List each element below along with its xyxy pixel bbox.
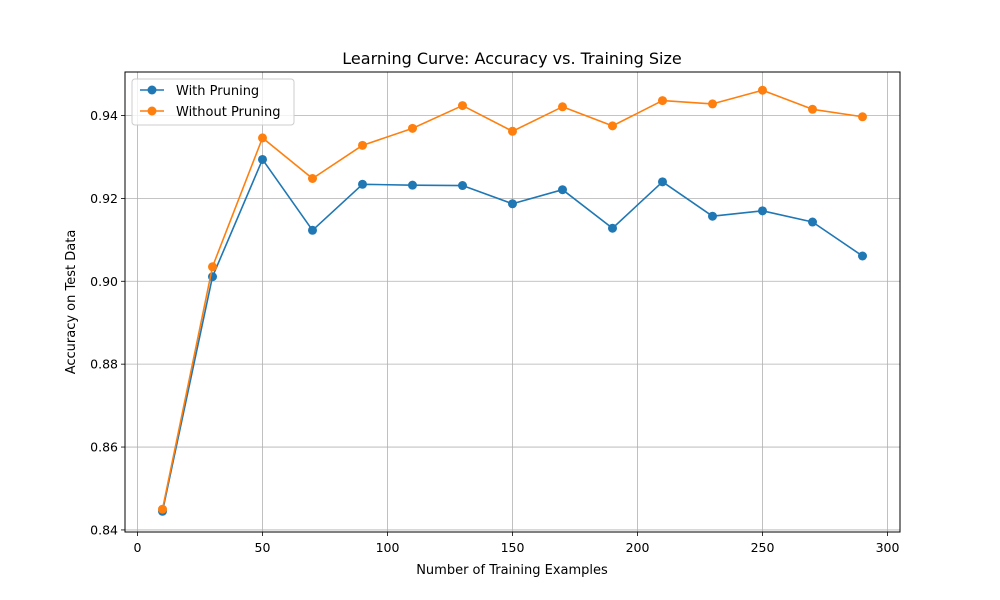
x-axis-label: Number of Training Examples — [416, 563, 608, 578]
data-point-with-pruning — [458, 181, 467, 191]
data-point-with-pruning — [858, 251, 867, 261]
y-axis-label: Accuracy on Test Data — [64, 230, 79, 375]
data-point-without-pruning — [458, 101, 467, 111]
data-point-without-pruning — [758, 85, 767, 95]
legend-label-with-pruning: With Pruning — [176, 84, 259, 99]
data-point-without-pruning — [708, 99, 717, 109]
data-point-without-pruning — [158, 504, 167, 514]
series-layer — [158, 85, 867, 516]
data-point-with-pruning — [408, 180, 417, 190]
legend: With Pruning Without Pruning — [131, 78, 295, 126]
x-tick-label: 300 — [876, 540, 900, 555]
data-point-with-pruning — [308, 225, 317, 235]
legend-box — [131, 78, 295, 126]
tick-layer: 0 50 100 150 200 250 300 0.84 0.86 0.88 0.90 0.92 0.… — [90, 108, 899, 555]
x-tick-label: 150 — [501, 540, 525, 555]
data-point-without-pruning — [808, 104, 817, 114]
data-point-without-pruning — [608, 121, 617, 131]
data-point-without-pruning — [308, 174, 317, 184]
data-point-without-pruning — [408, 123, 417, 133]
data-point-without-pruning — [558, 102, 567, 112]
data-point-without-pruning — [258, 133, 267, 143]
data-point-with-pruning — [558, 185, 567, 195]
data-point-with-pruning — [808, 217, 817, 227]
data-point-without-pruning — [858, 112, 867, 122]
data-point-without-pruning — [208, 262, 217, 272]
y-tick-label: 0.92 — [90, 191, 118, 206]
chart-title: Learning Curve: Accuracy vs. Training Si… — [342, 49, 681, 68]
data-point-with-pruning — [708, 211, 717, 221]
legend-marker-without-pruning — [147, 106, 157, 116]
x-tick-label: 250 — [751, 540, 775, 555]
x-tick-label: 0 — [134, 540, 142, 555]
data-point-with-pruning — [608, 223, 617, 233]
legend-marker-with-pruning — [147, 85, 157, 95]
data-point-without-pruning — [658, 96, 667, 106]
data-point-with-pruning — [508, 199, 517, 209]
legend-label-without-pruning: Without Pruning — [176, 105, 280, 120]
data-point-with-pruning — [658, 177, 667, 187]
grid-layer — [125, 72, 900, 532]
y-tick-label: 0.86 — [90, 440, 118, 455]
data-point-without-pruning — [358, 140, 367, 150]
y-tick-label: 0.94 — [90, 108, 118, 123]
x-tick-label: 50 — [255, 540, 271, 555]
y-tick-label: 0.84 — [90, 522, 118, 537]
data-point-without-pruning — [508, 126, 517, 136]
y-tick-label: 0.88 — [90, 357, 118, 372]
data-point-with-pruning — [358, 179, 367, 189]
data-point-with-pruning — [258, 154, 267, 164]
x-tick-label: 100 — [376, 540, 400, 555]
y-tick-label: 0.90 — [90, 274, 118, 289]
data-point-with-pruning — [758, 206, 767, 216]
x-tick-label: 200 — [626, 540, 650, 555]
